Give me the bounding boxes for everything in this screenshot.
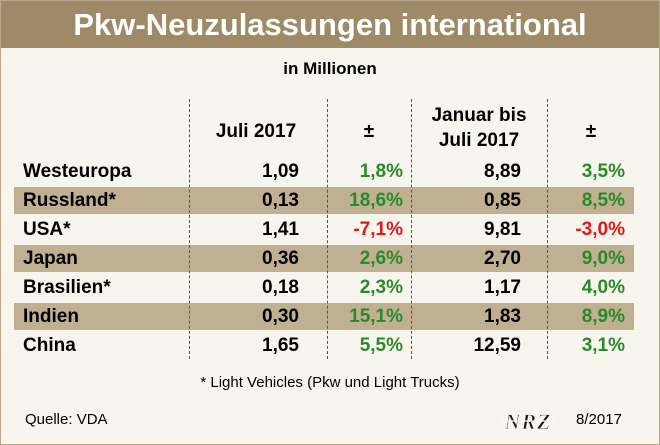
- value-jan-juli: 9,81: [484, 219, 521, 240]
- row-label: Russland*: [23, 190, 116, 211]
- change-jan-juli: 4,0%: [581, 277, 625, 298]
- value-jan-juli: 1,17: [484, 277, 521, 298]
- chart-title: Pkw-Neuzulassungen international: [1, 1, 659, 48]
- value-juli: 0,36: [262, 248, 299, 269]
- row-label: Westeuropa: [23, 161, 132, 182]
- change-juli: 2,3%: [359, 277, 403, 298]
- row-label: Indien: [23, 306, 79, 327]
- change-juli: -7,1%: [353, 219, 403, 240]
- column-divider: [547, 99, 548, 359]
- change-juli: 15,1%: [349, 306, 403, 327]
- value-juli: 0,18: [262, 277, 299, 298]
- value-jan-juli: 2,70: [484, 248, 521, 269]
- column-header-jan-juli: Januar bis Juli 2017: [431, 105, 527, 151]
- change-juli: 5,5%: [359, 335, 403, 356]
- value-jan-juli: 8,89: [484, 161, 521, 182]
- footnote: * Light Vehicles (Pkw und Light Trucks): [200, 374, 460, 391]
- row-band: [14, 303, 634, 330]
- change-juli: 2,6%: [359, 248, 403, 269]
- row-band: [14, 187, 634, 214]
- row-label: USA*: [23, 219, 71, 240]
- unit-label: in Millionen: [283, 59, 377, 78]
- change-jan-juli: -3,0%: [575, 219, 625, 240]
- change-jan-juli: 8,9%: [581, 306, 625, 327]
- column-header-change-jan-juli: ±: [585, 121, 597, 142]
- row-band: [14, 245, 634, 272]
- column-divider: [411, 99, 412, 359]
- row-label: Brasilien*: [23, 277, 111, 298]
- column-header-juli: Juli 2017: [215, 121, 297, 142]
- value-jan-juli: 1,83: [484, 306, 521, 327]
- column-divider: [189, 99, 190, 359]
- row-label: China: [23, 335, 76, 356]
- change-jan-juli: 3,5%: [581, 161, 625, 182]
- source-label: Quelle: VDA: [25, 411, 108, 428]
- date-label: 8/2017: [576, 411, 622, 428]
- row-label: Japan: [23, 248, 78, 269]
- change-jan-juli: 9,0%: [581, 248, 625, 269]
- value-jan-juli: 12,59: [473, 335, 521, 356]
- value-juli: 1,41: [262, 219, 299, 240]
- change-juli: 18,6%: [349, 190, 403, 211]
- column-header-change-juli: ±: [363, 121, 375, 142]
- change-jan-juli: 3,1%: [581, 335, 625, 356]
- value-juli: 0,30: [262, 306, 299, 327]
- nrz-logo: NRZ: [501, 410, 555, 432]
- value-juli: 1,09: [262, 161, 299, 182]
- value-juli: 0,13: [262, 190, 299, 211]
- value-jan-juli: 0,85: [484, 190, 521, 211]
- change-jan-juli: 8,5%: [581, 190, 625, 211]
- column-divider: [327, 99, 328, 359]
- change-juli: 1,8%: [359, 161, 403, 182]
- value-juli: 1,65: [262, 335, 299, 356]
